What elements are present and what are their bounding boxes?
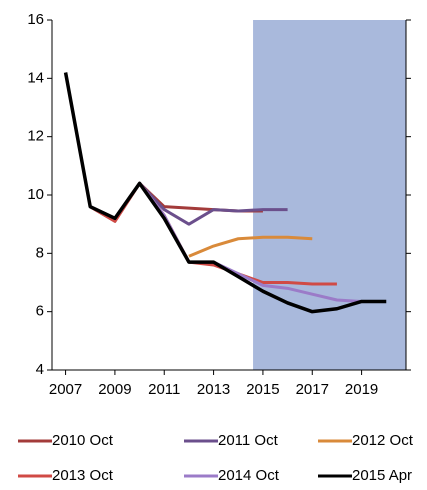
- x-tick-label: 2007: [49, 381, 82, 398]
- y-tick-label: 8: [36, 244, 44, 261]
- shaded-region: [253, 20, 406, 370]
- series-line: [63, 72, 387, 314]
- y-tick-label: 6: [36, 303, 44, 320]
- legend-label: 2015 Apr: [352, 467, 412, 484]
- x-tick-label: 2013: [197, 381, 230, 398]
- series-line: [188, 235, 313, 258]
- x-tick-label: 2009: [98, 381, 131, 398]
- y-tick-label: 4: [36, 361, 44, 378]
- legend-label: 2013 Oct: [52, 467, 114, 484]
- legend-label: 2011 Oct: [218, 432, 279, 449]
- x-tick-label: 2017: [296, 381, 329, 398]
- legend-label: 2010 Oct: [52, 432, 114, 449]
- y-tick-label: 10: [27, 186, 44, 203]
- x-tick-label: 2015: [246, 381, 279, 398]
- y-tick-label: 14: [27, 69, 44, 86]
- legend-label: 2014 Oct: [218, 467, 280, 484]
- x-tick-label: 2011: [148, 381, 180, 398]
- x-tick-label: 2019: [345, 381, 378, 398]
- y-tick-label: 16: [27, 11, 44, 28]
- legend-label: 2012 Oct: [352, 432, 414, 449]
- y-tick-label: 12: [27, 128, 44, 145]
